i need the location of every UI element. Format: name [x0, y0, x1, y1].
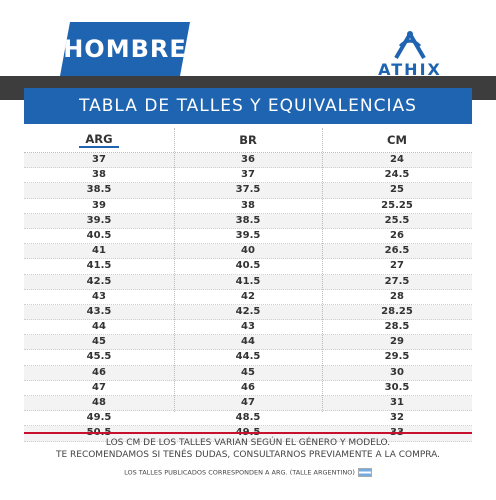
table-cell-arg: 43.5 — [86, 305, 112, 317]
table-cell-cm: 26 — [390, 229, 404, 241]
footer-text: LOS CM DE LOS TALLES VARIAN SEGÚN EL GÉN… — [24, 437, 472, 461]
table-cell-cm: 28 — [390, 290, 404, 302]
table-cell-arg: 41 — [92, 245, 106, 257]
table-cell-cm: 31 — [390, 397, 404, 408]
table-title: TABLA DE TALLES Y EQUIVALENCIAS — [79, 96, 417, 116]
header-cm: CM — [387, 133, 407, 147]
table-cell-cm: 25.25 — [381, 199, 413, 211]
gender-badge: HOMBRE — [60, 22, 190, 76]
footer-line-2: TE RECOMENDAMOS SI TENÉS DUDAS, CONSULTA… — [55, 450, 441, 460]
table-cell-arg: 46 — [92, 366, 106, 378]
table-cell-arg: 37 — [92, 154, 106, 165]
table-cell-cm: 29 — [390, 336, 404, 348]
table-row: 44 43 28.5 — [24, 320, 472, 336]
table-row: 48 47 31 — [24, 396, 472, 412]
table-row: 39.5 38.5 25.5 — [24, 213, 472, 229]
footer-note: LOS TALLES PUBLICADOS CORRESPONDEN A ARG… — [24, 468, 472, 477]
table-row: 38.5 37.5 25 — [24, 183, 472, 199]
table-cell-br: 39.5 — [235, 229, 261, 241]
table-cell-arg: 47 — [92, 381, 106, 393]
table-row: 43.5 42.5 28.25 — [24, 304, 472, 321]
table-cell-arg: 39.5 — [86, 214, 112, 226]
header-arg: ARG — [24, 132, 174, 148]
table-row: 37 36 24 — [24, 153, 472, 169]
table-cell-br: 42 — [241, 290, 255, 302]
table-row: 42.5 41.5 27.5 — [24, 274, 472, 290]
brand-logo-icon — [394, 31, 426, 60]
table-cell-cm: 32 — [390, 412, 404, 424]
table-cell-cm: 24 — [390, 154, 404, 165]
table-row: 43 42 28 — [24, 290, 472, 305]
table-cell-br: 45 — [241, 366, 255, 378]
table-cell-arg: 41.5 — [86, 260, 112, 272]
table-cell-cm: 29.5 — [384, 351, 410, 363]
table-cell-br: 47 — [241, 397, 255, 408]
column-divider — [174, 128, 175, 412]
brand-logo: ATHIX — [370, 28, 450, 79]
table-row: 40.5 39.5 26 — [24, 229, 472, 245]
header-br: BR — [239, 133, 257, 147]
table-cell-br: 42.5 — [235, 305, 261, 317]
table-cell-cm: 25.5 — [384, 214, 410, 226]
table-cell-br: 46 — [241, 381, 255, 393]
table-cell-arg: 48 — [92, 397, 106, 408]
table-row: 45 44 29 — [24, 335, 472, 351]
table-row: 41 40 26.5 — [24, 244, 472, 260]
table-cell-br: 36 — [241, 154, 255, 165]
table-row: 41.5 40.5 27 — [24, 259, 472, 275]
table-cell-br: 38.5 — [235, 214, 261, 226]
table-cell-cm: 24.5 — [384, 169, 410, 181]
table-cell-arg: 38.5 — [86, 184, 112, 196]
table-cell-cm: 25 — [390, 184, 404, 196]
table-cell-arg: 49.5 — [86, 412, 112, 424]
table-cell-cm: 30.5 — [384, 381, 410, 393]
table-body: 37 36 24 38 37 24.5 38.5 37.5 25 39 38 25.25 39.5 38.… — [24, 153, 472, 442]
footer-line-1: LOS CM DE LOS TALLES VARIAN SEGÚN EL GÉN… — [105, 438, 391, 448]
table-cell-cm: 27 — [390, 260, 404, 272]
table-cell-br: 40.5 — [235, 260, 261, 272]
table-cell-cm: 27.5 — [384, 275, 410, 287]
table-row: 39 38 25.25 — [24, 199, 472, 214]
table-cell-cm: 30 — [390, 366, 404, 378]
column-divider — [322, 128, 323, 412]
table-row: 38 37 24.5 — [24, 168, 472, 184]
gender-badge-label: HOMBRE — [63, 35, 187, 63]
table-cell-br: 44.5 — [235, 351, 261, 363]
table-cell-arg: 42.5 — [86, 275, 112, 287]
table-cell-br: 38 — [241, 199, 255, 211]
table-cell-br: 48.5 — [235, 412, 261, 424]
table-row: 46 45 30 — [24, 365, 472, 381]
table-cell-br: 40 — [241, 245, 255, 257]
table-cell-arg: 39 — [92, 199, 106, 211]
table-row: 45.5 44.5 29.5 — [24, 350, 472, 366]
header-arg-label: ARG — [79, 132, 119, 148]
table-cell-arg: 45 — [92, 336, 106, 348]
table-cell-arg: 45.5 — [86, 351, 112, 363]
footer-divider — [24, 432, 472, 434]
argentina-flag-icon — [357, 468, 372, 477]
brand-name: ATHIX — [378, 60, 442, 79]
size-table: ARG BR CM 37 36 24 38 37 24.5 38.5 37.5 25 39 38 25… — [24, 128, 472, 442]
footer-note-text: LOS TALLES PUBLICADOS CORRESPONDEN A ARG… — [124, 468, 355, 477]
table-cell-arg: 40.5 — [86, 229, 112, 241]
table-cell-cm: 28.5 — [384, 321, 410, 333]
table-header-row: ARG BR CM — [24, 128, 472, 153]
table-cell-br: 43 — [241, 321, 255, 333]
table-cell-br: 37.5 — [235, 184, 261, 196]
table-cell-cm: 28.25 — [381, 305, 413, 317]
table-cell-br: 41.5 — [235, 275, 261, 287]
table-cell-cm: 26.5 — [384, 245, 410, 257]
table-cell-br: 44 — [241, 336, 255, 348]
table-cell-br: 37 — [241, 169, 255, 181]
table-row: 49.5 48.5 32 — [24, 411, 472, 427]
table-row: 47 46 30.5 — [24, 381, 472, 396]
table-cell-arg: 38 — [92, 169, 106, 181]
table-title-bar: TABLA DE TALLES Y EQUIVALENCIAS — [24, 88, 472, 124]
table-cell-arg: 43 — [92, 290, 106, 302]
table-cell-arg: 44 — [92, 321, 106, 333]
